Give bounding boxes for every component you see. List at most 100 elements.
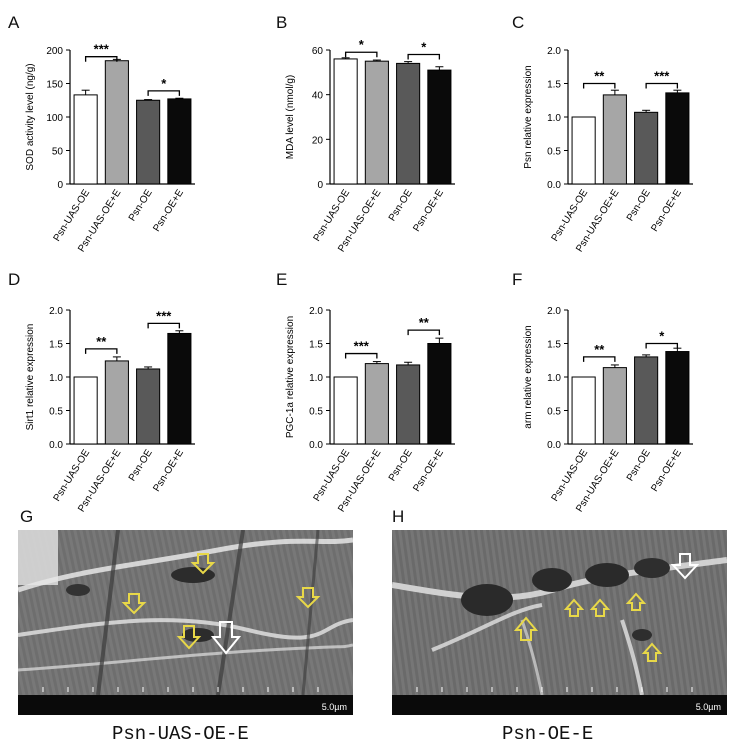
bar — [427, 343, 452, 445]
bar — [73, 94, 98, 185]
arrow-layer-g — [42, 553, 321, 692]
y-tick-label: 1.0 — [547, 113, 561, 124]
significance-label: ** — [96, 334, 107, 349]
y-tick-label: 0 — [57, 180, 63, 191]
bar — [602, 94, 627, 185]
y-tick-label: 0.5 — [547, 407, 561, 418]
bar — [333, 58, 358, 185]
yellow-arrow-icon — [190, 553, 216, 575]
y-axis-label: Sirt1 relative expression — [25, 324, 36, 431]
x-tick-label: Psn-OE — [127, 187, 155, 223]
bar — [665, 351, 690, 445]
significance-label: * — [421, 39, 427, 54]
x-tick-label: Psn-OE+E — [151, 447, 186, 493]
y-axis-label: PGC-1a relative expression — [285, 316, 296, 438]
y-tick-label: 0.0 — [309, 440, 323, 451]
significance-bracket — [582, 356, 616, 362]
x-tick-label: Psn-OE — [625, 187, 653, 223]
y-tick-label: 0.5 — [49, 407, 63, 418]
significance-bracket — [84, 348, 118, 354]
significance-label: *** — [156, 308, 172, 323]
y-tick-label: 50 — [52, 147, 64, 158]
bar — [602, 367, 627, 445]
bar — [571, 376, 596, 445]
yellow-arrow-icon — [176, 625, 202, 650]
significance-bracket — [147, 90, 181, 96]
bar — [364, 60, 389, 185]
y-axis-label: SOD activity level (ng/g) — [25, 63, 36, 170]
significance-bracket — [407, 53, 441, 60]
panel-letter-f: F — [512, 270, 523, 289]
panel-letter-b: B — [276, 13, 288, 32]
scale-bar: 5.0µm — [392, 695, 727, 715]
y-tick-label: 2.0 — [547, 306, 561, 317]
bar — [427, 69, 452, 185]
scale-ticks — [42, 687, 319, 692]
white-arrow-icon — [210, 621, 242, 655]
y-tick-label: 100 — [46, 113, 63, 124]
yellow-arrow-icon — [563, 598, 585, 617]
significance-bracket — [645, 342, 679, 349]
bar — [104, 360, 129, 445]
yellow-arrow-icon — [295, 587, 321, 609]
significance-bracket — [407, 329, 441, 336]
yellow-arrow-icon — [589, 598, 611, 617]
x-tick-label: Psn-OE+E — [649, 187, 684, 233]
y-tick-label: 0.5 — [547, 147, 561, 158]
significance-label: *** — [354, 339, 370, 354]
y-tick-label: 20 — [312, 135, 324, 146]
significance-label: ** — [594, 342, 605, 357]
x-tick-label: Psn-OE — [387, 447, 415, 483]
chart-psn-expression: 0.0 0.5 1.0 1.5 2.0 Psn relative expression **… — [523, 46, 693, 252]
scale-bar: 5.0µm — [18, 695, 353, 715]
y-axis-label: Psn relative expression — [523, 65, 534, 168]
bar — [396, 62, 421, 185]
significance-bracket — [147, 322, 181, 329]
significance-bracket — [344, 352, 378, 359]
muscle-tissue-image-g — [18, 530, 353, 715]
x-tick-label: Psn-OE+E — [649, 447, 684, 493]
significance-bracket — [84, 56, 118, 62]
scale-label: 5.0µm — [321, 702, 347, 712]
x-tick-label: Psn-OE — [387, 187, 415, 223]
panel-letter-h: H — [392, 507, 405, 526]
arrow-layer-h — [416, 553, 700, 692]
panel-letter-e: E — [276, 270, 288, 289]
y-axis-label: MDA level (nmol/g) — [285, 75, 296, 159]
bar — [73, 376, 98, 445]
bar — [571, 116, 596, 185]
significance-label: *** — [94, 42, 110, 57]
y-tick-label: 0.0 — [49, 440, 63, 451]
bar — [136, 368, 161, 445]
bar — [396, 364, 421, 445]
significance-label: * — [161, 76, 167, 91]
x-tick-label: Psn-OE+E — [411, 187, 446, 233]
y-tick-label: 200 — [46, 46, 63, 57]
panel-letter-d: D — [8, 270, 21, 289]
yellow-arrow-icon — [513, 616, 539, 641]
scale-label: 5.0µm — [695, 702, 721, 712]
y-tick-label: 1.5 — [49, 340, 63, 351]
micrograph-caption-h: Psn-OE-E — [502, 723, 594, 745]
panel-letter-c: C — [512, 13, 525, 32]
y-tick-label: 1.5 — [309, 340, 323, 351]
y-tick-label: 40 — [312, 91, 324, 102]
bar — [634, 356, 659, 445]
bar — [167, 332, 192, 445]
y-tick-label: 1.0 — [49, 373, 63, 384]
significance-label: * — [659, 329, 665, 344]
yellow-arrow-icon — [625, 592, 647, 611]
chart-sirt1-expression: 0.0 0.5 1.0 1.5 2.0 Sirt1 relative expression… — [25, 306, 195, 512]
bar — [634, 111, 659, 185]
y-tick-label: 1.5 — [547, 340, 561, 351]
significance-bracket — [582, 82, 616, 89]
micrograph-h: 5.0µm — [392, 530, 727, 715]
muscle-tissue-image-h — [392, 530, 727, 715]
y-tick-label: 2.0 — [49, 306, 63, 317]
chart-pgc1a-expression: 0.0 0.5 1.0 1.5 2.0 PGC-1a relative expressio… — [285, 306, 455, 512]
y-tick-label: 2.0 — [309, 306, 323, 317]
y-tick-label: 1.0 — [309, 373, 323, 384]
panel-letter-a: A — [8, 13, 20, 32]
significance-bracket — [344, 51, 378, 58]
y-tick-label: 0.5 — [309, 407, 323, 418]
